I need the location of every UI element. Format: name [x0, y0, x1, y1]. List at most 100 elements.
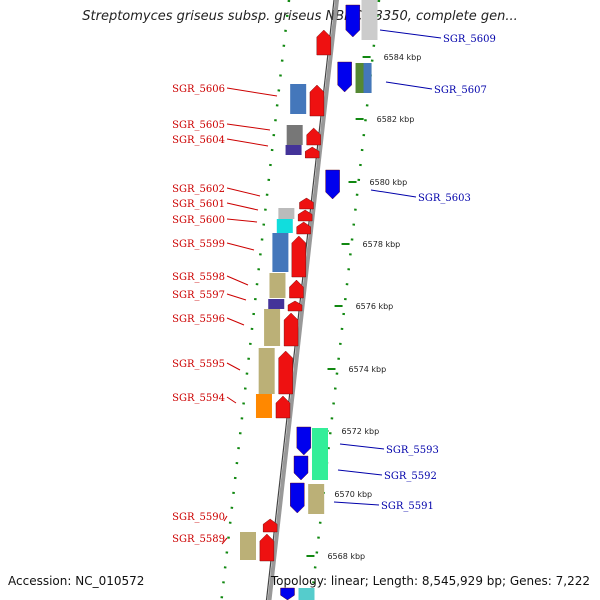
leader-line [370, 189, 417, 198]
map-title: Streptomyces griseus subsp. griseus NBRC… [82, 9, 518, 24]
forward-gene-arrow [297, 209, 313, 222]
tick-label: 6584 kbp [384, 53, 422, 62]
gene-label-sgr_5607: SGR_5607 [434, 85, 487, 96]
forward-gene-arrow [275, 395, 291, 419]
leader-line [226, 87, 278, 97]
leader-line [226, 362, 241, 371]
reverse-gene-arrow [290, 482, 305, 514]
cog-box [272, 233, 289, 272]
leader-line [226, 242, 255, 251]
leader-line [226, 275, 249, 286]
accession-text: Accession: NC_010572 [8, 574, 145, 588]
gene-label-sgr_5592: SGR_5592 [384, 471, 437, 482]
cog-box [308, 484, 325, 514]
gene-label-sgr_5604: SGR_5604 [172, 135, 225, 146]
backbone-line [267, 0, 340, 600]
leader-line [223, 515, 228, 522]
tick-label: 6568 kbp [327, 552, 365, 561]
leader-line [226, 293, 247, 301]
gene-label-sgr_5603: SGR_5603 [418, 193, 471, 204]
forward-gene-arrow [299, 197, 314, 210]
left-guide [220, 0, 291, 600]
gene-label-sgr_5593: SGR_5593 [386, 445, 439, 456]
forward-gene-arrow [289, 279, 304, 299]
gene-label-sgr_5601: SGR_5601 [172, 199, 225, 210]
leader-line [226, 317, 245, 326]
forward-gene-arrow [283, 312, 299, 347]
tick-label: 6576 kbp [356, 302, 394, 311]
cog-box [240, 532, 256, 560]
leader-line [385, 81, 433, 90]
gene-arrows [259, 4, 361, 600]
reverse-gene-arrow [325, 169, 340, 200]
tick-label: 6570 kbp [334, 490, 372, 499]
forward-gene-arrow [291, 235, 307, 278]
gene-label-sgr_5597: SGR_5597 [172, 290, 225, 301]
forward-gene-arrow [287, 300, 303, 312]
tick-label: 6580 kbp [370, 178, 408, 187]
cog-box [298, 588, 315, 600]
cog-box [264, 309, 281, 346]
cog-box [269, 273, 286, 298]
cog-box [285, 145, 302, 155]
cog-boxes [240, 0, 378, 600]
gene-labels: SGR_5606 SGR_5605 SGR_5604 SGR_5602 SGR_5601… [172, 34, 496, 545]
reverse-gene-arrow [280, 587, 295, 600]
cog-box [258, 348, 275, 394]
gene-label-sgr_5594: SGR_5594 [172, 393, 225, 404]
cog-box [286, 125, 303, 145]
leader-line [226, 218, 258, 223]
gene-label-sgr_5609: SGR_5609 [443, 34, 496, 45]
forward-gene-arrow [259, 533, 275, 562]
cog-box [268, 299, 285, 309]
tick-label: 6574 kbp [348, 365, 386, 374]
forward-gene-arrow [278, 350, 293, 395]
leader-line [226, 123, 271, 131]
cog-box [255, 394, 272, 418]
gene-label-sgr_5600: SGR_5600 [172, 215, 225, 226]
forward-gene-arrow [305, 146, 320, 159]
gene-label-sgr_5596: SGR_5596 [172, 314, 225, 325]
gene-label-sgr_5606: SGR_5606 [172, 84, 225, 95]
cog-box [363, 63, 372, 93]
forward-gene-arrow [316, 29, 332, 56]
reverse-gene-arrow [345, 4, 361, 38]
forward-gene-arrow [296, 221, 311, 235]
forward-gene-arrow [309, 84, 325, 117]
gene-label-sgr_5590: SGR_5590 [172, 512, 225, 523]
gene-label-sgr_5598: SGR_5598 [172, 272, 225, 283]
forward-gene-arrow [306, 127, 321, 146]
leader-line [333, 501, 380, 506]
forward-gene-arrow [262, 518, 278, 533]
leader-line [226, 396, 237, 404]
reverse-gene-arrow [293, 455, 309, 481]
cog-box [361, 0, 378, 40]
leader-line [337, 469, 383, 476]
leader-line [226, 138, 269, 147]
tick-label: 6572 kbp [342, 427, 380, 436]
gene-label-sgr_5605: SGR_5605 [172, 120, 225, 131]
gene-label-sgr_5595: SGR_5595 [172, 359, 225, 370]
cog-box [312, 428, 328, 480]
label-leaders [221, 29, 442, 545]
leader-line [379, 29, 442, 39]
leader-line [226, 187, 261, 197]
leader-line [339, 443, 385, 450]
tick-label: 6582 kbp [377, 115, 415, 124]
leader-line [221, 537, 228, 545]
tick-label: 6578 kbp [363, 240, 401, 249]
right-guide [310, 0, 381, 600]
reverse-gene-arrow [337, 61, 352, 93]
gene-label-sgr_5602: SGR_5602 [172, 184, 225, 195]
leader-line [226, 202, 259, 211]
cog-box [276, 219, 293, 233]
gene-label-sgr_5589: SGR_5589 [172, 534, 225, 545]
tick-labels: 6584 kbp 6582 kbp 6580 kbp 6578 kbp 6576 kbp… [327, 53, 421, 561]
cog-box [290, 84, 307, 114]
gene-label-sgr_5599: SGR_5599 [172, 239, 225, 250]
cog-box [278, 208, 295, 219]
topology-summary: Topology: linear; Length: 8,545,929 bp; … [270, 574, 590, 588]
gene-label-sgr_5591: SGR_5591 [381, 501, 434, 512]
reverse-gene-arrow [296, 426, 312, 456]
